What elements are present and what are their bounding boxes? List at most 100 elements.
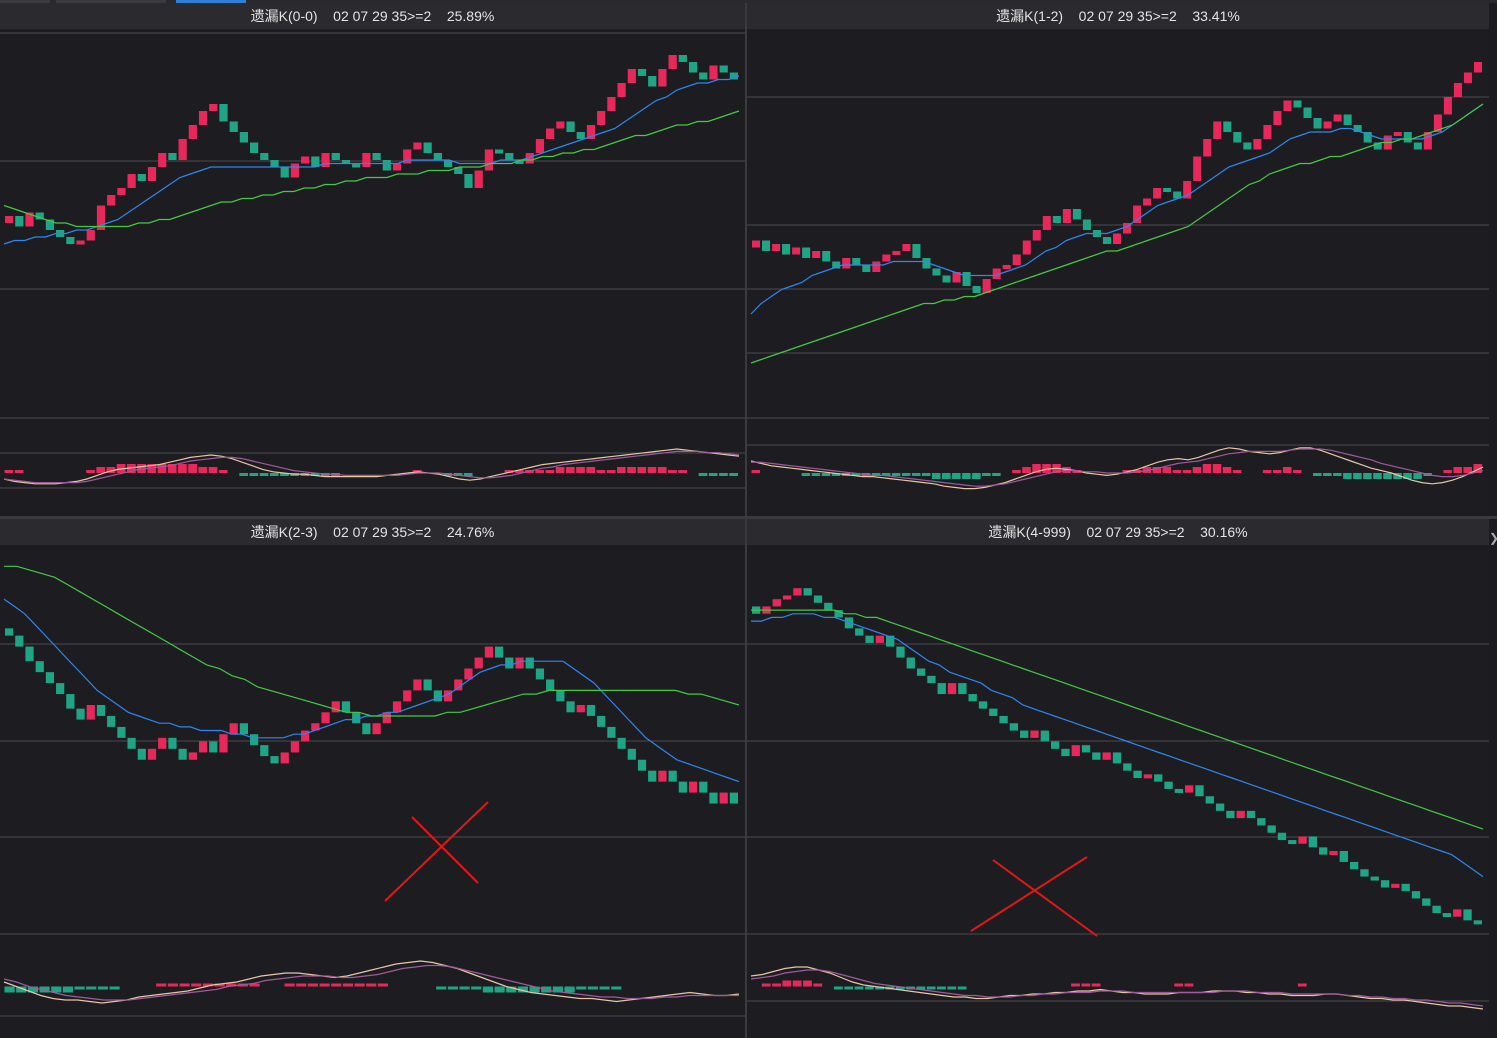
candle-down bbox=[668, 770, 677, 782]
candle-down bbox=[1020, 730, 1029, 738]
candle-down bbox=[906, 657, 915, 669]
vertical-splitter[interactable] bbox=[745, 3, 747, 1038]
macd-bar-down bbox=[447, 986, 458, 990]
panel-percent: 33.41% bbox=[1192, 8, 1240, 24]
macd-bar-down bbox=[599, 986, 610, 990]
macd-bar-down bbox=[921, 473, 931, 476]
candle-down bbox=[15, 216, 24, 227]
candle-down bbox=[260, 153, 269, 160]
candle-up bbox=[454, 679, 463, 691]
candle-down bbox=[637, 69, 647, 76]
chart-canvas[interactable] bbox=[0, 3, 745, 516]
candle-down bbox=[822, 251, 831, 262]
candle-down bbox=[464, 174, 473, 188]
candle-up bbox=[158, 737, 167, 749]
candle-down bbox=[942, 275, 951, 283]
candle-down bbox=[1112, 752, 1122, 764]
macd-bar-up bbox=[678, 470, 687, 473]
macd-bar-down bbox=[854, 986, 864, 990]
candle-down bbox=[916, 668, 926, 676]
candle-up bbox=[1153, 188, 1162, 199]
candle-down bbox=[229, 121, 238, 132]
macd-bar-up bbox=[813, 983, 823, 987]
chevron-left-icon[interactable]: ❯ bbox=[1489, 530, 1497, 546]
macd-bar-up bbox=[761, 983, 771, 987]
panel-header: 遗漏K(2-3) 02 07 29 35>=2 24.76% bbox=[0, 519, 745, 545]
candle-down bbox=[382, 160, 391, 171]
candle-down bbox=[1133, 770, 1142, 778]
macd-bar-down bbox=[1383, 473, 1392, 479]
macd-bar-down bbox=[729, 473, 738, 476]
candle-down bbox=[1123, 763, 1132, 771]
candle-down bbox=[1215, 803, 1225, 811]
candle-up bbox=[188, 752, 197, 760]
chart-canvas[interactable] bbox=[747, 3, 1489, 516]
candle-up bbox=[515, 657, 524, 669]
candle-up bbox=[484, 149, 493, 171]
macd-bar-up bbox=[1473, 464, 1482, 473]
macd-bar-up bbox=[208, 467, 218, 473]
candle-down bbox=[678, 781, 687, 793]
macd-bar-down bbox=[1403, 473, 1412, 479]
panel-title: 遗漏K(1-2) bbox=[996, 8, 1064, 24]
candle-down bbox=[260, 745, 269, 757]
candle-up bbox=[25, 212, 34, 227]
candle-down bbox=[1102, 237, 1111, 244]
chart-canvas[interactable] bbox=[0, 519, 745, 1038]
candle-up bbox=[86, 705, 95, 720]
tab-segment[interactable] bbox=[56, 0, 166, 3]
oscillator-line-a bbox=[750, 966, 1484, 1010]
macd-bar-down bbox=[931, 473, 941, 479]
panel-title: 遗漏K(2-3) bbox=[250, 524, 318, 540]
candle-up bbox=[443, 690, 453, 702]
candle-up bbox=[372, 723, 381, 735]
candle-up bbox=[290, 741, 300, 753]
macd-bar-down bbox=[494, 986, 505, 993]
candle-down bbox=[525, 657, 534, 669]
candle-down bbox=[270, 756, 279, 764]
candle-down bbox=[341, 701, 351, 713]
candle-up bbox=[1263, 125, 1272, 139]
candle-up bbox=[1213, 121, 1222, 139]
macd-bar-up bbox=[1222, 467, 1232, 473]
macd-bar-down bbox=[891, 473, 901, 476]
chart-panel-0-0[interactable]: 遗漏K(0-0) 02 07 29 35>=2 25.89% bbox=[0, 3, 745, 516]
chart-panel-4-999[interactable]: 遗漏K(4-999) 02 07 29 35>=2 30.16% bbox=[747, 519, 1489, 1038]
macd-bar-up bbox=[226, 983, 237, 987]
macd-bar-up bbox=[514, 470, 524, 473]
candle-up bbox=[301, 156, 310, 164]
macd-bar-up bbox=[1042, 464, 1051, 473]
candle-down bbox=[597, 715, 606, 727]
candle-up bbox=[290, 163, 300, 178]
macd-bar-down bbox=[942, 473, 951, 479]
macd-bar-down bbox=[831, 473, 841, 476]
candle-down bbox=[331, 153, 340, 160]
candle-up bbox=[392, 701, 402, 713]
candle-down bbox=[1050, 741, 1060, 749]
macd-bar-down bbox=[62, 986, 73, 993]
tab-segment[interactable] bbox=[0, 0, 50, 3]
candle-down bbox=[1164, 781, 1173, 789]
candle-up bbox=[772, 244, 781, 251]
candle-up bbox=[76, 240, 85, 245]
candle-down bbox=[1205, 796, 1214, 804]
macd-bar-down bbox=[895, 986, 905, 990]
candle-up bbox=[546, 128, 555, 139]
candle-down bbox=[1343, 114, 1352, 125]
chart-canvas[interactable] bbox=[747, 519, 1489, 1038]
chart-panel-1-2[interactable]: 遗漏K(1-2) 02 07 29 35>=2 33.41% bbox=[747, 3, 1489, 516]
macd-bar-up bbox=[617, 467, 626, 473]
candle-down bbox=[219, 104, 228, 122]
candle-up bbox=[1143, 198, 1152, 206]
macd-bar-up bbox=[1142, 467, 1152, 473]
macd-bar-down bbox=[875, 986, 885, 990]
candle-down bbox=[566, 121, 575, 132]
horizontal-splitter[interactable] bbox=[0, 516, 1497, 519]
panel-params: 02 07 29 35>=2 bbox=[1086, 524, 1185, 540]
candle-up bbox=[1298, 836, 1307, 844]
active-tab-indicator[interactable] bbox=[176, 0, 246, 3]
chart-panel-2-3[interactable]: 遗漏K(2-3) 02 07 29 35>=2 24.76% bbox=[0, 519, 745, 1038]
candle-up bbox=[872, 261, 881, 272]
candle-down bbox=[1473, 920, 1482, 925]
macd-bar-up bbox=[188, 464, 197, 473]
